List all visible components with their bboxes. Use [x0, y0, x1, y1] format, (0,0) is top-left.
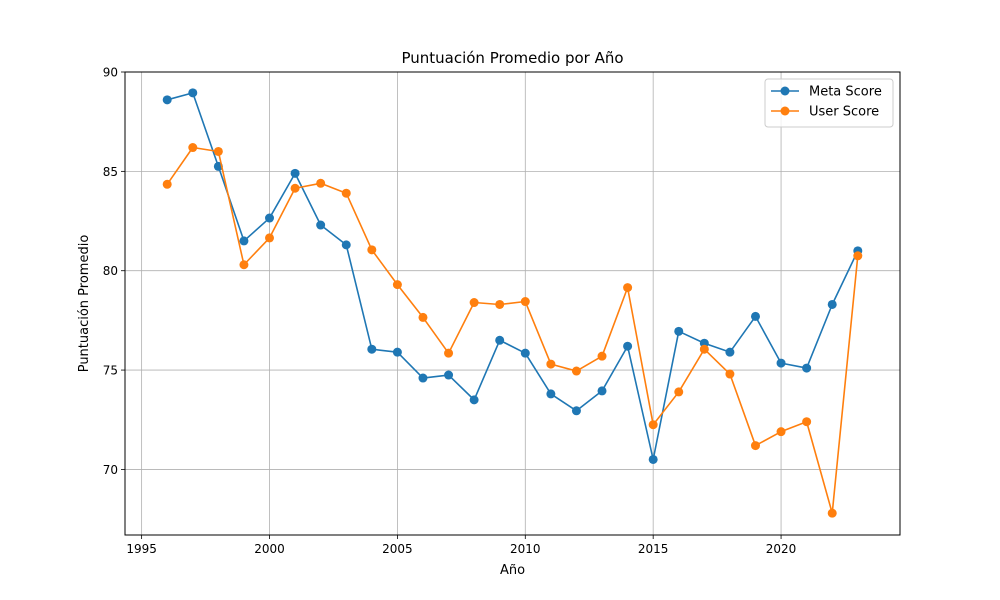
- data-point-user-score: [674, 387, 684, 397]
- data-point-user-score: [469, 298, 479, 308]
- data-point-user-score: [367, 245, 377, 255]
- data-point-meta-score: [571, 406, 581, 416]
- data-point-meta-score: [750, 311, 760, 321]
- axis-ticks: 1995 2000 2005 2010 2015 2020 70 75 80 85 90: [103, 66, 797, 557]
- legend: Meta Score User Score: [764, 78, 894, 128]
- legend-marker-meta-score: [780, 86, 790, 96]
- series-line-meta-score: [166, 92, 859, 461]
- y-axis-label: Puntuación Promedio: [77, 235, 92, 373]
- data-point-meta-score: [392, 347, 402, 357]
- data-point-meta-score: [239, 236, 249, 246]
- data-point-meta-score: [776, 358, 786, 368]
- x-tick-label: 2015: [638, 542, 669, 556]
- x-tick-label: 2020: [766, 542, 797, 556]
- data-point-user-score: [827, 508, 837, 518]
- data-point-meta-score: [827, 299, 837, 309]
- data-point-user-score: [750, 441, 760, 451]
- data-point-user-score: [699, 344, 709, 354]
- data-point-user-score: [546, 359, 556, 369]
- data-point-meta-score: [265, 213, 275, 223]
- data-point-meta-score: [546, 389, 556, 399]
- series-meta-score: [162, 88, 863, 464]
- data-point-user-score: [265, 233, 275, 243]
- data-point-meta-score: [725, 347, 735, 357]
- x-tick-label: 2000: [254, 542, 285, 556]
- data-point-meta-score: [597, 386, 607, 396]
- data-point-user-score: [853, 251, 863, 261]
- y-tick-label: 90: [103, 66, 118, 80]
- data-point-meta-score: [648, 454, 658, 464]
- data-point-meta-score: [520, 348, 530, 358]
- data-point-meta-score: [495, 335, 505, 345]
- data-point-meta-score: [162, 95, 172, 105]
- legend-marker-user-score: [780, 106, 790, 116]
- data-point-user-score: [520, 297, 530, 307]
- data-point-user-score: [188, 143, 198, 153]
- plot-frame: [124, 71, 901, 536]
- data-point-user-score: [213, 146, 223, 156]
- x-tick-label: 1995: [126, 542, 157, 556]
- data-point-user-score: [776, 427, 786, 437]
- chart-title: Puntuación Promedio por Año: [401, 49, 623, 67]
- data-point-user-score: [648, 420, 658, 430]
- series-layer: [162, 88, 863, 518]
- data-point-user-score: [725, 369, 735, 379]
- y-tick-label: 70: [103, 463, 118, 477]
- data-point-user-score: [623, 283, 633, 293]
- data-point-meta-score: [802, 363, 812, 373]
- data-point-user-score: [290, 183, 300, 193]
- y-tick-label: 75: [103, 364, 118, 378]
- data-point-user-score: [802, 417, 812, 427]
- x-tick-label: 2010: [510, 542, 541, 556]
- data-point-meta-score: [469, 395, 479, 405]
- data-point-user-score: [392, 280, 402, 290]
- data-point-user-score: [444, 348, 454, 358]
- data-point-user-score: [418, 312, 428, 322]
- data-point-meta-score: [316, 220, 326, 230]
- x-tick-label: 2005: [382, 542, 413, 556]
- data-point-user-score: [571, 366, 581, 376]
- data-point-meta-score: [188, 88, 198, 98]
- data-point-meta-score: [418, 373, 428, 383]
- data-point-user-score: [162, 179, 172, 189]
- data-point-meta-score: [341, 240, 351, 250]
- series-user-score: [162, 143, 863, 518]
- data-point-meta-score: [444, 370, 454, 380]
- data-point-user-score: [239, 260, 249, 270]
- y-tick-label: 85: [103, 165, 118, 179]
- data-point-meta-score: [367, 344, 377, 354]
- data-point-user-score: [316, 178, 326, 188]
- data-point-meta-score: [674, 326, 684, 336]
- data-point-user-score: [597, 351, 607, 361]
- data-point-meta-score: [290, 168, 300, 178]
- series-line-user-score: [166, 146, 859, 514]
- data-point-meta-score: [623, 341, 633, 351]
- y-tick-label: 80: [103, 264, 118, 278]
- data-point-user-score: [495, 299, 505, 309]
- x-axis-label: Año: [500, 563, 525, 578]
- legend-label-user-score: User Score: [809, 105, 879, 120]
- data-point-user-score: [341, 188, 351, 198]
- legend-label-meta-score: Meta Score: [809, 85, 882, 100]
